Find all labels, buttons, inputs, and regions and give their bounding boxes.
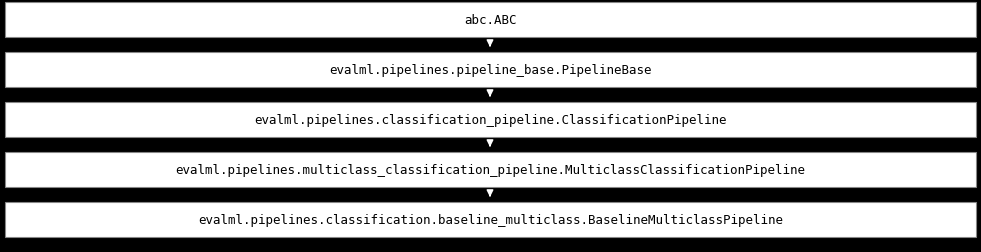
- Text: abc.ABC: abc.ABC: [464, 14, 517, 27]
- Text: evalml.pipelines.multiclass_classification_pipeline.MulticlassClassificationPipe: evalml.pipelines.multiclass_classificati…: [176, 163, 805, 176]
- Bar: [5, 152, 976, 187]
- Bar: [5, 202, 976, 237]
- Text: evalml.pipelines.classification.baseline_multiclass.BaselineMulticlassPipeline: evalml.pipelines.classification.baseline…: [198, 213, 783, 226]
- Bar: [5, 3, 976, 38]
- Text: evalml.pipelines.classification_pipeline.ClassificationPipeline: evalml.pipelines.classification_pipeline…: [254, 114, 727, 127]
- Bar: [5, 53, 976, 88]
- Text: evalml.pipelines.pipeline_base.PipelineBase: evalml.pipelines.pipeline_base.PipelineB…: [330, 64, 651, 77]
- Bar: [5, 103, 976, 137]
